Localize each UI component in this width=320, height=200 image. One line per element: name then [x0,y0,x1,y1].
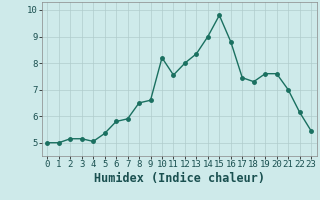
X-axis label: Humidex (Indice chaleur): Humidex (Indice chaleur) [94,172,265,185]
